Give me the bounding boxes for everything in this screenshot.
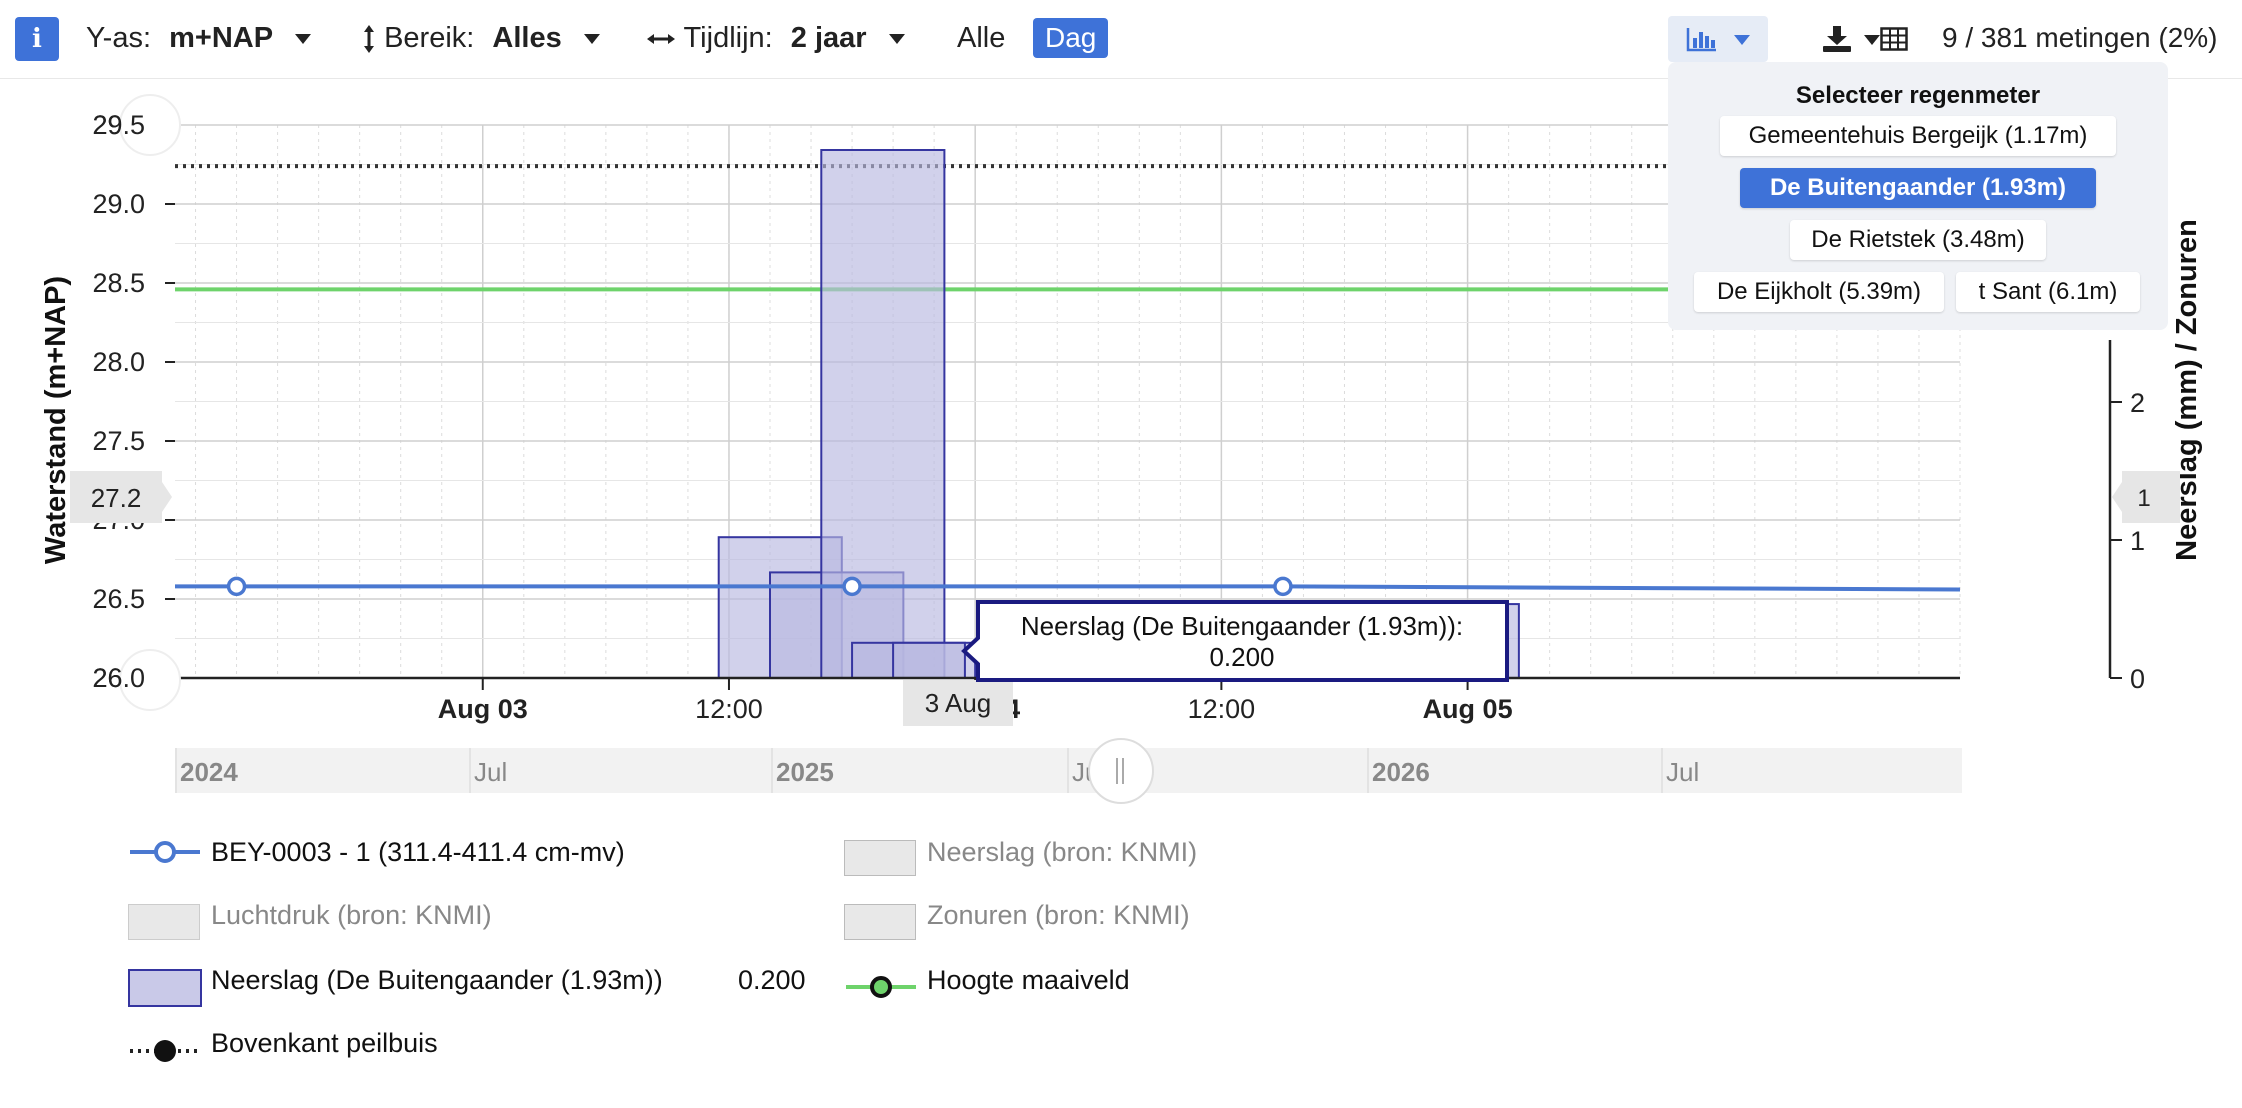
timeline-value: 2 jaar <box>790 22 867 54</box>
rain-bars <box>717 149 1520 680</box>
crosshair-x-label: 3 Aug <box>903 680 1013 726</box>
legend-box <box>844 840 916 876</box>
crosshair-y2-value: 1 <box>2137 485 2150 512</box>
crosshair-y2-label: 1 <box>2112 471 2180 523</box>
x-tick-label: Aug 03 <box>438 694 528 724</box>
navigator-label: Jul <box>1666 757 1699 787</box>
water-level-point <box>226 576 247 597</box>
y-tick-label: 28.0 <box>92 347 145 377</box>
yaxis-value: m+NAP <box>169 22 274 54</box>
legend-box <box>844 904 916 940</box>
measurement-count: 9 / 381 metingen (2%) <box>1942 22 2218 53</box>
chevron-down-icon <box>1734 35 1750 45</box>
legend: BEY-0003 - 1 (311.4-411.4 cm-mv) Neersla… <box>0 830 2242 1100</box>
download-icon <box>1823 26 1851 52</box>
legend-label: Luchtdruk (bron: KNMI) <box>211 900 492 930</box>
rain-gauge-option[interactable]: De Eijkholt (5.39m) <box>1694 272 1944 312</box>
table-button[interactable] <box>1876 16 1916 62</box>
vertical-arrow-icon <box>364 25 374 54</box>
y-tick-label: 27.5 <box>92 426 145 456</box>
legend-box <box>128 904 200 940</box>
water-level-line <box>175 584 1961 592</box>
chevron-down-icon <box>295 34 312 45</box>
rain-gauge-option-active[interactable]: De Buitengaander (1.93m) <box>1740 168 2096 208</box>
zoom-handle-top <box>119 94 181 156</box>
legend-label: Neerslag (De Buitengaander (1.93m)) <box>211 965 663 995</box>
legend-label: Neerslag (bron: KNMI) <box>927 837 1198 867</box>
y-tick-label: 26.5 <box>92 584 145 614</box>
legend-line-marker <box>130 1040 200 1062</box>
range-label: Bereik: <box>384 22 475 54</box>
tooltip-title: Neerslag (De Buitengaander (1.93m)): <box>1021 611 1463 641</box>
toolbar: i Y-as: m+NAP Bereik: Alles Tijdlijn: 2 … <box>0 0 2242 79</box>
y2-tick-label: 0 <box>2130 664 2145 694</box>
y-tick-label: 28.5 <box>92 268 145 298</box>
rain-gauge-option[interactable]: t Sant (6.1m) <box>1956 272 2140 312</box>
x-tick-label: 12:00 <box>695 694 763 724</box>
yaxis-selector[interactable]: Y-as: m+NAP <box>86 14 312 62</box>
chevron-down-icon <box>888 34 905 45</box>
rain-bar <box>892 641 966 679</box>
legend-line-marker <box>130 841 200 863</box>
water-level-point <box>842 576 862 597</box>
rain-gauge-title: Selecteer regenmeter <box>1795 82 2041 109</box>
table-icon <box>1880 27 1908 51</box>
alle-button[interactable]: Alle <box>957 22 1006 54</box>
tooltip-value: 0.200 <box>1209 642 1274 672</box>
legend-label: BEY-0003 - 1 (311.4-411.4 cm-mv) <box>211 837 625 867</box>
x-tick-label: 12:00 <box>1188 694 1256 724</box>
rain-gauge-dropdown: Selecteer regenmeter Gemeentehuis Bergei… <box>1668 62 2168 330</box>
y2-tick-label: 1 <box>2130 526 2145 556</box>
navigator[interactable]: 2024Jul2025Jul2026Jul <box>175 738 1962 804</box>
y-tick-label: 29.0 <box>92 189 145 219</box>
water-level-point <box>1273 576 1293 597</box>
water-level-series <box>175 576 1961 597</box>
rain-gauge-option[interactable]: De Rietstek (3.48m) <box>1790 220 2046 260</box>
legend-value: 0.200 <box>738 965 806 995</box>
yaxis-label: Y-as: <box>86 22 152 54</box>
rain-bar <box>820 149 946 679</box>
navigator-label: Jul <box>474 757 507 787</box>
crosshair-y-value: 27.2 <box>91 483 142 513</box>
y-tick-label: 29.5 <box>92 110 145 140</box>
legend-label: Hoogte maaiveld <box>927 965 1130 995</box>
timeline-selector[interactable]: Tijdlijn: 2 jaar <box>646 14 905 62</box>
tooltip: Neerslag (De Buitengaander (1.93m)): 0.2… <box>961 600 1509 682</box>
y-tick-label: 26.0 <box>92 663 145 693</box>
y-axis-title: Waterstand (m+NAP) <box>40 276 72 564</box>
horizontal-arrow-icon <box>647 34 675 45</box>
timeline-label: Tijdlijn: <box>683 22 773 54</box>
navigator-handle[interactable] <box>1088 738 1154 804</box>
navigator-label: 2024 <box>180 757 238 787</box>
x-tick-label: Aug 05 <box>1423 694 1513 724</box>
range-value: Alles <box>492 22 562 54</box>
legend-box <box>128 969 202 1007</box>
download-button[interactable] <box>1812 16 1902 62</box>
rain-gauge-option[interactable]: Gemeentehuis Bergeijk (1.17m) <box>1720 116 2116 156</box>
legend-label: Zonuren (bron: KNMI) <box>927 900 1190 930</box>
navigator-label: 2025 <box>776 757 834 787</box>
navigator-handle-knob <box>1088 738 1154 804</box>
dag-button[interactable]: Dag <box>1033 18 1109 58</box>
reference-lines <box>175 164 1960 292</box>
bar-chart-icon <box>1686 28 1716 52</box>
chevron-down-icon <box>1864 35 1880 45</box>
crosshair-y-label: 27.2 <box>70 471 172 523</box>
info-icon[interactable]: i <box>15 17 59 61</box>
range-selector[interactable]: Bereik: Alles <box>362 14 600 62</box>
chart-settings-button[interactable] <box>1668 16 1768 62</box>
crosshair-x-value: 3 Aug <box>925 688 992 718</box>
legend-line-marker <box>846 976 916 998</box>
chevron-down-icon <box>583 34 600 45</box>
navigator-label: 2026 <box>1372 757 1430 787</box>
y2-tick-label: 2 <box>2130 388 2145 418</box>
zoom-handle-bottom <box>119 649 181 711</box>
legend-label: Bovenkant peilbuis <box>211 1028 438 1058</box>
